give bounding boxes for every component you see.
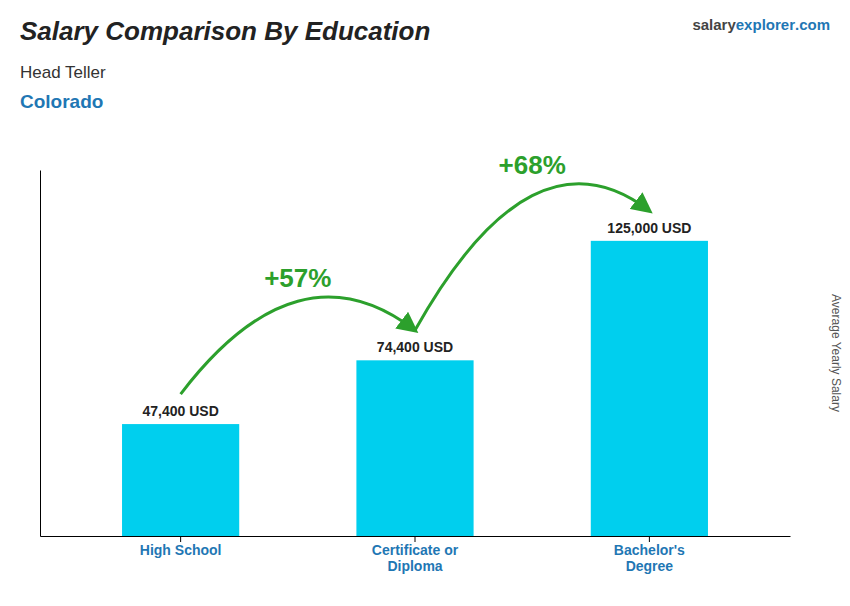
y-axis bbox=[40, 171, 41, 537]
x-tick: Certificate orDiploma bbox=[372, 536, 459, 574]
arrow bbox=[415, 184, 649, 331]
data-label: 125,000 USD bbox=[607, 220, 691, 236]
watermark-part: explorer bbox=[736, 16, 795, 33]
x-tick-label: High School bbox=[140, 542, 222, 558]
bar bbox=[122, 424, 239, 536]
chart: Salary Comparison By Education Head Telle… bbox=[0, 0, 850, 606]
annotation: +68% bbox=[499, 150, 566, 180]
x-tick-label: Bachelor'sDegree bbox=[614, 542, 685, 574]
annotations: +57% +68% bbox=[181, 150, 650, 394]
x-tick: Bachelor'sDegree bbox=[614, 536, 685, 574]
watermark-part: salary bbox=[692, 16, 736, 33]
y-axis-label: Average Yearly Salary bbox=[829, 294, 843, 412]
annotation: +57% bbox=[264, 263, 331, 293]
arrow bbox=[181, 297, 415, 394]
subtitle: Colorado bbox=[20, 91, 103, 112]
data-label: 47,400 USD bbox=[142, 403, 218, 419]
title: Salary Comparison By Education bbox=[20, 16, 430, 46]
bar bbox=[591, 241, 708, 536]
subtitle: Head Teller bbox=[20, 63, 106, 82]
x-tick-label: Certificate orDiploma bbox=[372, 542, 459, 574]
bars bbox=[122, 241, 708, 536]
data-label: 74,400 USD bbox=[377, 339, 453, 355]
plot-area: High School Certificate orDiploma Bachelor… bbox=[41, 150, 791, 574]
data-labels: 47,400 USD 74,400 USD 125,000 USD bbox=[142, 220, 691, 419]
watermark: salaryexplorer.com bbox=[692, 16, 830, 33]
x-axis: High School Certificate orDiploma Bachelor… bbox=[41, 536, 791, 574]
bar bbox=[356, 360, 473, 536]
y-axis-line bbox=[40, 171, 41, 537]
x-tick: High School bbox=[140, 536, 222, 558]
watermark-part: .com bbox=[795, 16, 830, 33]
